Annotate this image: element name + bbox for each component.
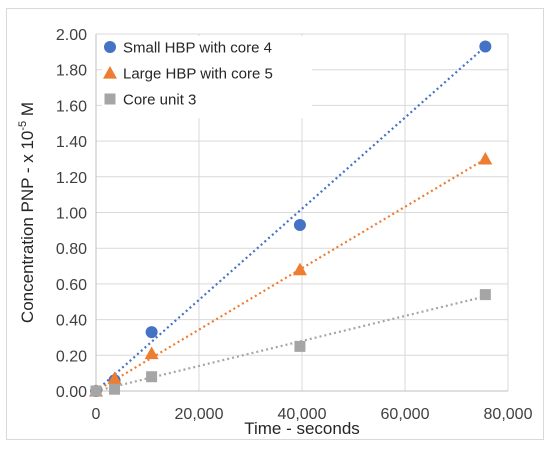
trendlines <box>95 45 487 393</box>
legend-label: Small HBP with core 4 <box>123 40 272 57</box>
data-point-triangle <box>478 151 493 165</box>
x-tick-label: 20,000 <box>175 406 224 423</box>
y-axis-title: Concentration PNP - x 10-5 M <box>17 102 37 323</box>
legend-marker-triangle <box>103 66 117 79</box>
y-tick-label: 1.00 <box>56 206 87 223</box>
data-point-triangle <box>107 371 122 385</box>
trendline-circle <box>95 45 487 392</box>
chart: 0.00 0.20 0.40 0.60 0.80 1.00 1.20 1.40 1.60 1.80… <box>17 27 533 438</box>
axis-labels: Time - seconds Concentration PNP - x 10-… <box>17 102 360 438</box>
y-tick-label: 0.00 <box>56 384 87 401</box>
x-axis-title: Time - seconds <box>244 419 360 438</box>
data-point-square <box>109 383 121 395</box>
y-tick-label: 1.80 <box>56 63 87 80</box>
data-point-square <box>479 289 491 301</box>
axes: 0.00 0.20 0.40 0.60 0.80 1.00 1.20 1.40 1.60 1.80… <box>56 27 533 423</box>
y-tick-label: 2.00 <box>56 27 87 44</box>
x-tick-label: 60,000 <box>381 406 430 423</box>
chart-frame: 0.00 0.20 0.40 0.60 0.80 1.00 1.20 1.40 1.60 1.80… <box>6 8 544 440</box>
data-point-circle <box>479 40 492 53</box>
y-axis-title-unit: M <box>18 102 37 121</box>
data-point-square <box>146 371 158 383</box>
legend-marker-circle <box>104 41 116 53</box>
legend-label: Large HBP with core 5 <box>123 66 273 83</box>
y-axis-title-main: Concentration PNP - x 10 <box>18 131 37 323</box>
data-point-circle <box>145 326 158 339</box>
data-point-square <box>90 385 102 397</box>
legend: Small HBP with core 4 Large HBP with core… <box>102 36 312 118</box>
data-markers <box>89 40 493 397</box>
data-point-square <box>294 340 306 352</box>
y-tick-label: 1.20 <box>56 170 87 187</box>
legend-label: Core unit 3 <box>123 92 196 109</box>
y-tick-label: 0.40 <box>56 313 87 330</box>
y-tick-label: 1.40 <box>56 134 87 151</box>
x-tick-label: 0 <box>92 406 101 423</box>
y-tick-label: 0.20 <box>56 348 87 365</box>
legend-background <box>102 36 312 118</box>
data-point-circle <box>293 218 306 231</box>
legend-marker-square <box>104 93 116 105</box>
x-tick-label: 40,000 <box>278 406 327 423</box>
data-point-triangle <box>292 262 307 276</box>
trendline-triangle <box>95 158 486 392</box>
data-point-triangle <box>144 346 159 360</box>
y-tick-label: 1.60 <box>56 98 87 115</box>
y-axis-title-exponent: -5 <box>17 121 29 131</box>
x-tick-label: 80,000 <box>484 406 533 423</box>
y-tick-label: 0.80 <box>56 241 87 258</box>
y-tick-label: 0.60 <box>56 277 87 294</box>
trendline-square <box>95 295 486 393</box>
